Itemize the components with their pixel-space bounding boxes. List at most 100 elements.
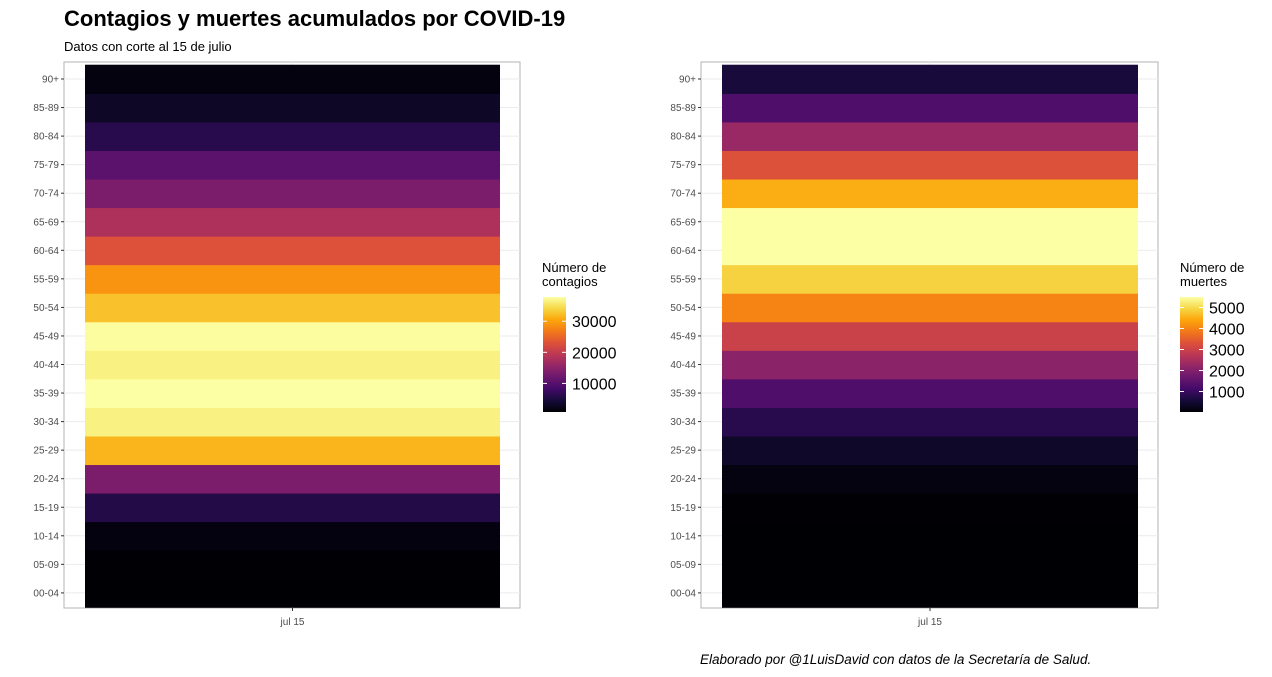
y-tick-label: 25-29 [33, 446, 59, 457]
x-tick-label: jul 15 [917, 617, 942, 628]
y-tick-label: 65-69 [670, 217, 696, 228]
heatmap-tile [722, 64, 1138, 94]
legend-title-line: Número de [542, 260, 606, 275]
y-tick-label: 60-64 [33, 246, 59, 257]
legend-label: 5000 [1209, 301, 1245, 318]
legend-label: 1000 [1209, 385, 1245, 402]
heatmap-tile [722, 578, 1138, 608]
y-tick-label: 30-34 [670, 417, 696, 428]
legend-title-line: contagios [542, 274, 598, 289]
y-tick-label: 75-79 [670, 160, 696, 171]
heatmap-tile [85, 407, 500, 437]
heatmap-tile [722, 407, 1138, 437]
y-tick-label: 75-79 [33, 160, 59, 171]
heatmap-tile [722, 207, 1138, 237]
y-tick-label: 55-59 [670, 274, 696, 285]
heatmap-tile [85, 521, 500, 551]
heatmap-tile [722, 464, 1138, 494]
y-tick-label: 40-44 [670, 360, 696, 371]
heatmap-tile [722, 435, 1138, 466]
heatmap-tile [85, 207, 500, 237]
legend-label: 3000 [1209, 343, 1245, 360]
heatmap-tile [85, 150, 500, 180]
heatmap-tile [85, 321, 500, 351]
heatmap-tile [85, 121, 500, 151]
y-tick-label: 60-64 [670, 246, 696, 257]
heatmap-tile [85, 93, 500, 123]
heatmap-tile [85, 492, 500, 523]
y-tick-label: 70-74 [33, 189, 59, 200]
y-tick-label: 00-04 [670, 588, 696, 599]
y-tick-label: 30-34 [33, 417, 59, 428]
heatmap-tile [722, 150, 1138, 180]
heatmap-tile [85, 578, 500, 608]
heatmap-tile [85, 178, 500, 209]
heatmap-panel-1: 00-04 05-09 10-14 15-19 20-24 25-29 30-34 35-39… [33, 61, 521, 628]
legend-title-line: Número de [1180, 260, 1244, 275]
y-tick-label: 50-54 [670, 303, 696, 314]
y-tick-label: 40-44 [33, 360, 59, 371]
heatmap-tile [722, 293, 1138, 323]
y-tick-label: 10-14 [670, 531, 696, 542]
heatmap-tile [722, 93, 1138, 123]
y-tick-label: 80-84 [33, 132, 59, 143]
y-tick-label: 45-49 [33, 331, 59, 342]
heatmap-tile [722, 521, 1138, 551]
heatmap-tile [85, 350, 500, 380]
y-tick-label: 70-74 [670, 189, 696, 200]
heatmap-tile [722, 121, 1138, 151]
heatmap-tile [85, 378, 500, 408]
y-tick-label: 90+ [42, 75, 59, 86]
y-tick-label: 45-49 [670, 331, 696, 342]
y-tick-label: 05-09 [670, 560, 696, 571]
y-tick-label: 90+ [679, 75, 696, 86]
heatmap-tile [85, 64, 500, 94]
legend-title-line: muertes [1180, 274, 1227, 289]
heatmap-tile [85, 293, 500, 323]
heatmap-tile [722, 178, 1138, 209]
y-tick-label: 85-89 [33, 103, 59, 114]
heatmap-tile [722, 550, 1138, 580]
y-tick-label: 85-89 [670, 103, 696, 114]
legend-label: 10000 [572, 376, 617, 393]
y-tick-label: 35-39 [33, 389, 59, 400]
legend-colorbar [543, 297, 566, 412]
heatmap-tile [722, 378, 1138, 408]
legend-colorbar [1180, 297, 1203, 412]
y-tick-label: 80-84 [670, 132, 696, 143]
y-tick-label: 65-69 [33, 217, 59, 228]
heatmap-tile [85, 464, 500, 494]
y-tick-label: 25-29 [670, 446, 696, 457]
heatmap-tile [722, 236, 1138, 266]
legend-label: 20000 [572, 345, 617, 362]
y-tick-label: 55-59 [33, 274, 59, 285]
y-tick-label: 20-24 [670, 474, 696, 485]
chart-title: Contagios y muertes acumulados por COVID… [64, 6, 566, 31]
y-tick-label: 50-54 [33, 303, 59, 314]
y-tick-label: 20-24 [33, 474, 59, 485]
heatmap-tile [722, 492, 1138, 523]
heatmap-tile [722, 350, 1138, 380]
heatmap-tile [722, 264, 1138, 294]
y-tick-label: 15-19 [670, 503, 696, 514]
legend-label: 2000 [1209, 364, 1245, 381]
y-tick-label: 35-39 [670, 389, 696, 400]
legend-label: 30000 [572, 314, 617, 331]
y-tick-label: 00-04 [33, 588, 59, 599]
chart-caption: Elaborado por @1LuisDavid con datos de l… [700, 652, 1092, 667]
legend-label: 4000 [1209, 322, 1245, 339]
heatmap-tile [85, 236, 500, 266]
x-tick-label: jul 15 [280, 617, 305, 628]
heatmap-tile [85, 435, 500, 466]
heatmap-tile [722, 321, 1138, 351]
chart-subtitle: Datos con corte al 15 de julio [64, 39, 232, 54]
y-tick-label: 15-19 [33, 503, 59, 514]
heatmap-tile [85, 264, 500, 294]
y-tick-label: 05-09 [33, 560, 59, 571]
heatmap-panel-2: 00-04 05-09 10-14 15-19 20-24 25-29 30-34 35-39… [670, 61, 1159, 628]
heatmap-tile [85, 550, 500, 580]
y-tick-label: 10-14 [33, 531, 59, 542]
